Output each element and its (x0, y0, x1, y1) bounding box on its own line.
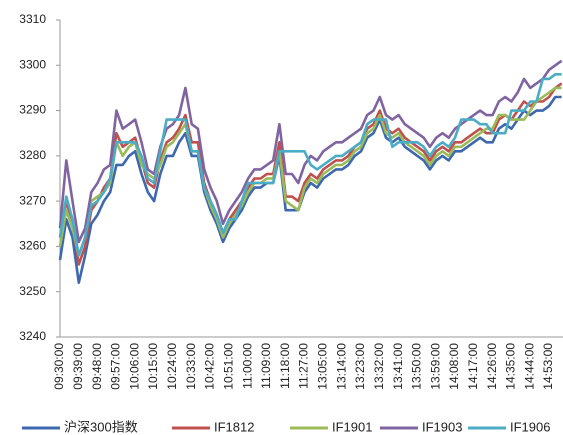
x-tick-label: 09:57:00 (109, 343, 123, 390)
y-tick-label: 3270 (19, 193, 46, 207)
y-tick-label: 3240 (19, 329, 46, 343)
x-tick-label: 14:08:00 (447, 343, 461, 390)
x-tick-label: 09:30:00 (52, 343, 66, 390)
y-tick-label: 3250 (19, 284, 46, 298)
x-tick-label: 14:17:00 (466, 343, 480, 390)
x-tick-label: 11:09:00 (259, 343, 273, 389)
x-tick-label: 11:27:00 (297, 343, 311, 389)
x-tick-label: 13:32:00 (372, 343, 386, 390)
x-tick-label: 10:24:00 (165, 343, 179, 390)
y-tick-label: 3280 (19, 148, 46, 162)
x-tick-label: 10:15:00 (146, 343, 160, 390)
legend-label: IF1901 (332, 419, 372, 434)
x-tick-label: 09:48:00 (90, 343, 104, 390)
y-tick-label: 3290 (19, 103, 46, 117)
x-tick-label: 11:18:00 (278, 343, 292, 389)
x-tick-label: 13:41:00 (391, 343, 405, 390)
x-tick-label: 13:14:00 (334, 343, 348, 390)
series-line (58, 95, 562, 284)
y-tick-label: 3260 (19, 239, 46, 253)
y-tick-label: 3300 (19, 57, 46, 71)
x-tick-label: 11:00:00 (240, 343, 254, 389)
x-tick-label: 10:51:00 (221, 343, 235, 390)
x-tick-label: 14:53:00 (541, 343, 555, 390)
legend-label: 沪深300指数 (64, 419, 138, 434)
x-tick-label: 14:26:00 (485, 343, 499, 390)
x-tick-label: 13:50:00 (410, 343, 424, 390)
x-tick-label: 13:23:00 (353, 343, 367, 390)
x-tick-label: 13:59:00 (428, 343, 442, 390)
y-tick-label: 3310 (19, 12, 46, 26)
legend-label: IF1812 (214, 419, 254, 434)
series-line (58, 82, 563, 266)
legend-label: IF1906 (510, 419, 550, 434)
legend: 沪深300指数 IF1812 IF1901 IF1903 IF1906 (22, 419, 550, 434)
series-line (58, 73, 562, 257)
legend-label: IF1903 (422, 419, 462, 434)
series-line (58, 59, 563, 244)
x-tick-label: 14:44:00 (522, 343, 536, 390)
x-tick-label: 10:06:00 (127, 343, 141, 390)
x-tick-label: 09:39:00 (71, 343, 85, 390)
x-tick-label: 13:05:00 (316, 343, 330, 390)
x-tick-label: 14:35:00 (504, 343, 518, 390)
series-line (58, 86, 562, 257)
x-tick-label: 10:42:00 (203, 343, 217, 390)
x-tick-label: 10:33:00 (184, 343, 198, 390)
